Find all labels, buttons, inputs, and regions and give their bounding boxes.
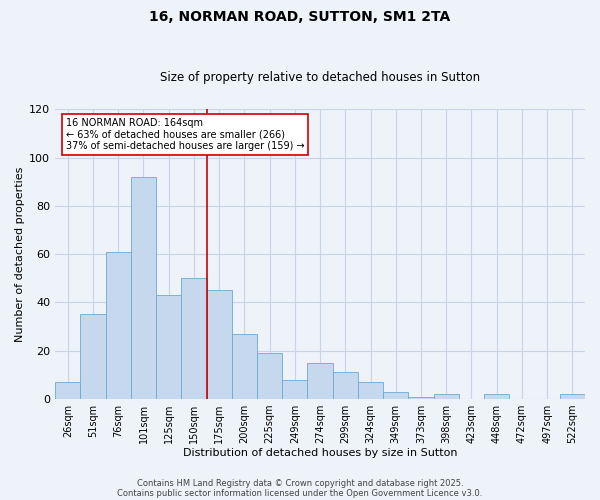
Bar xyxy=(257,353,282,399)
Bar xyxy=(232,334,257,399)
Bar xyxy=(358,382,383,399)
Bar xyxy=(409,396,434,399)
Bar xyxy=(282,380,307,399)
Bar xyxy=(106,252,131,399)
Text: 16 NORMAN ROAD: 164sqm
← 63% of detached houses are smaller (266)
37% of semi-de: 16 NORMAN ROAD: 164sqm ← 63% of detached… xyxy=(66,118,304,151)
Text: Contains public sector information licensed under the Open Government Licence v3: Contains public sector information licen… xyxy=(118,488,482,498)
Bar xyxy=(206,290,232,399)
Bar xyxy=(307,363,332,399)
Bar xyxy=(434,394,459,399)
Bar xyxy=(181,278,206,399)
Bar xyxy=(80,314,106,399)
Bar xyxy=(156,295,181,399)
X-axis label: Distribution of detached houses by size in Sutton: Distribution of detached houses by size … xyxy=(183,448,457,458)
Bar xyxy=(560,394,585,399)
Bar xyxy=(383,392,409,399)
Bar xyxy=(484,394,509,399)
Bar xyxy=(332,372,358,399)
Text: Contains HM Land Registry data © Crown copyright and database right 2025.: Contains HM Land Registry data © Crown c… xyxy=(137,478,463,488)
Title: Size of property relative to detached houses in Sutton: Size of property relative to detached ho… xyxy=(160,72,480,85)
Text: 16, NORMAN ROAD, SUTTON, SM1 2TA: 16, NORMAN ROAD, SUTTON, SM1 2TA xyxy=(149,10,451,24)
Bar xyxy=(55,382,80,399)
Bar xyxy=(131,177,156,399)
Y-axis label: Number of detached properties: Number of detached properties xyxy=(15,166,25,342)
